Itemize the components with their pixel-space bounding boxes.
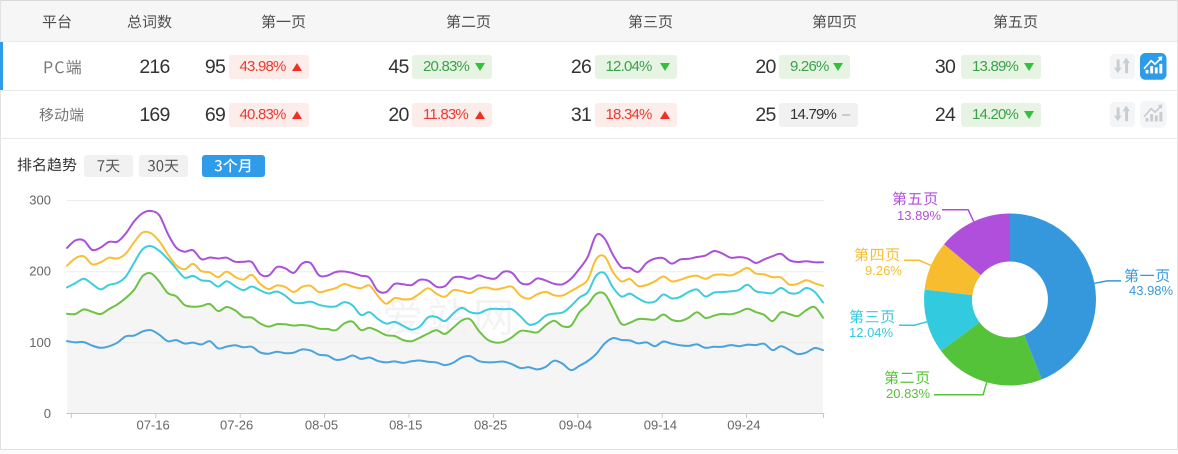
svg-text:09-24: 09-24 — [727, 418, 760, 433]
svg-text:08-05: 08-05 — [305, 418, 338, 433]
svg-text:07-26: 07-26 — [220, 418, 253, 433]
svg-text:08-25: 08-25 — [474, 418, 507, 433]
svg-text:300: 300 — [29, 193, 51, 208]
svg-text:0: 0 — [44, 406, 51, 421]
svg-text:07-16: 07-16 — [136, 418, 169, 433]
svg-text:08-15: 08-15 — [389, 418, 422, 433]
svg-text:100: 100 — [29, 335, 51, 350]
svg-text:200: 200 — [29, 264, 51, 279]
svg-text:09-04: 09-04 — [559, 418, 592, 433]
svg-text:09-14: 09-14 — [644, 418, 677, 433]
